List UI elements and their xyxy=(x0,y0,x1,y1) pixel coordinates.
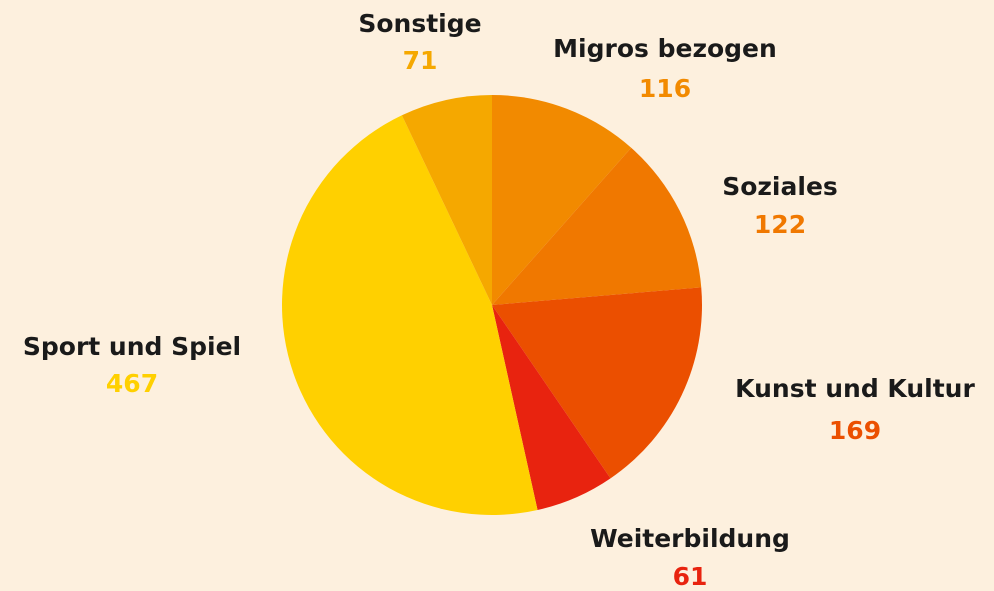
slice-value: 169 xyxy=(829,416,881,445)
pie-slice xyxy=(492,147,702,305)
slice-value: 71 xyxy=(403,46,438,75)
pie-slice xyxy=(281,115,538,516)
slice-value: 116 xyxy=(639,74,691,103)
slice-label: Weiterbildung xyxy=(590,524,790,553)
pie-slice xyxy=(492,305,611,511)
slice-value: 61 xyxy=(673,562,708,591)
pie-slice xyxy=(492,95,632,305)
slice-label: Sonstige xyxy=(358,9,481,38)
slice-value: 467 xyxy=(106,369,158,398)
slice-label: Soziales xyxy=(722,172,838,201)
slice-label: Migros bezogen xyxy=(553,34,777,63)
pie-slice xyxy=(401,95,492,305)
pie-slice xyxy=(492,287,702,479)
slice-label: Sport und Spiel xyxy=(23,332,241,361)
slice-label: Kunst und Kultur xyxy=(735,374,975,403)
slice-value: 122 xyxy=(754,210,806,239)
